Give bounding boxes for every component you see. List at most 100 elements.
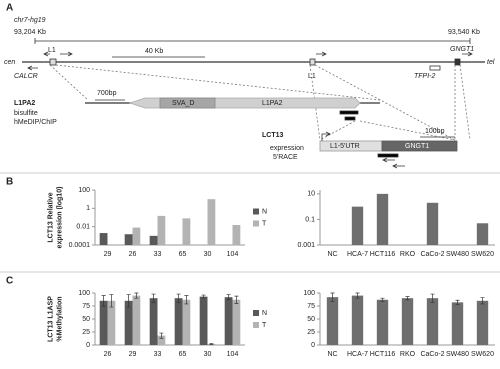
y-tick-label: 0 xyxy=(86,342,90,349)
error-bar xyxy=(201,294,206,299)
bar xyxy=(157,215,166,245)
legend-label: T xyxy=(262,220,267,227)
method: bisulfite xyxy=(14,110,38,117)
box-label: SVA_D xyxy=(172,100,194,107)
bar xyxy=(351,206,364,245)
l1-label: L1 xyxy=(308,73,316,80)
error-bar xyxy=(151,293,156,303)
x-tick-label: 65 xyxy=(179,351,187,358)
x-tick-label: 30 xyxy=(204,251,212,258)
method: expression xyxy=(270,145,304,152)
x-tick-label: HCA-7 xyxy=(347,351,368,358)
scale-label: 40 Kb xyxy=(145,48,163,55)
cen-label: cen xyxy=(4,59,15,66)
y-tick-label: 75 xyxy=(307,303,315,310)
panel-label: A xyxy=(6,3,13,14)
scale-label: 700bp xyxy=(97,90,117,97)
gene-label: TFPI-2 xyxy=(414,73,435,80)
bar xyxy=(99,300,108,345)
y-tick-label: 100 xyxy=(303,290,315,297)
y-axis-label: %Methylation xyxy=(56,296,63,341)
bar xyxy=(149,298,158,345)
bar xyxy=(326,297,339,345)
error-bar xyxy=(176,293,181,303)
scale-label: 100bp xyxy=(425,128,445,135)
x-tick-label: 26 xyxy=(129,251,137,258)
box-label: L1-5'UTR xyxy=(330,143,360,150)
method: 5'RACE xyxy=(273,154,298,161)
tel-label: tel xyxy=(487,59,495,66)
error-bar xyxy=(380,297,385,302)
x-tick-label: CaCo-2 xyxy=(420,251,444,258)
x-tick-label: 104 xyxy=(227,351,239,358)
panel-label: C xyxy=(6,276,13,287)
bar xyxy=(174,298,183,345)
y-tick-label: 50 xyxy=(307,316,315,323)
bar xyxy=(351,295,364,345)
legend-swatch xyxy=(253,208,259,215)
x-tick-label: HCT116 xyxy=(370,251,396,258)
x-tick-label: CaCo-2 xyxy=(420,351,444,358)
legend-label: T xyxy=(262,322,267,329)
error-bar xyxy=(126,294,131,308)
bar xyxy=(124,234,133,245)
bar xyxy=(157,335,166,345)
bar xyxy=(224,297,233,345)
y-tick-label: 0 xyxy=(311,342,315,349)
legend-swatch xyxy=(253,220,259,227)
bar xyxy=(376,193,389,245)
y-tick-label: 10 xyxy=(307,191,315,198)
y-tick-label: 50 xyxy=(82,316,90,323)
coord-start: 93,204 Kb xyxy=(14,29,46,36)
y-tick-label: 0.001 xyxy=(297,242,315,249)
assembly: chr7-hg19 xyxy=(14,17,46,24)
y-tick-label: 0.1 xyxy=(305,216,315,223)
bar xyxy=(426,298,439,345)
x-tick-label: 104 xyxy=(227,251,239,258)
l1-label: L1 xyxy=(48,47,56,54)
x-tick-label: RKO xyxy=(400,351,416,358)
error-bar xyxy=(109,294,114,308)
y-tick-label: 100 xyxy=(78,290,90,297)
error-bar xyxy=(455,299,460,305)
y-tick-label: 100 xyxy=(78,187,90,194)
y-tick-label: 75 xyxy=(82,303,90,310)
x-tick-label: SW620 xyxy=(471,251,494,258)
element-title: L1PA2 xyxy=(14,100,35,107)
error-bar xyxy=(330,292,335,302)
y-tick-label: 0.01 xyxy=(76,224,90,231)
error-bar xyxy=(159,332,164,339)
box-label: L1PA2 xyxy=(262,100,283,107)
x-tick-label: SW480 xyxy=(446,251,469,258)
x-tick-label: NC xyxy=(327,251,337,258)
error-bar xyxy=(101,295,106,307)
x-tick-label: HCT116 xyxy=(370,351,396,358)
y-axis-label: LCT13 L1ASP xyxy=(47,296,54,342)
bar xyxy=(99,233,108,245)
error-bar xyxy=(430,293,435,303)
diagram-lines xyxy=(22,38,485,169)
panel-label: B xyxy=(6,177,13,188)
bar xyxy=(207,199,216,245)
y-tick-label: 25 xyxy=(307,329,315,336)
bar xyxy=(107,300,116,345)
y-tick-label: 1 xyxy=(86,205,90,212)
bar xyxy=(451,302,464,345)
bar xyxy=(199,296,208,345)
bar xyxy=(376,299,389,345)
bar xyxy=(132,227,141,245)
bar xyxy=(476,223,489,245)
x-tick-label: HCA-7 xyxy=(347,251,368,258)
bar xyxy=(124,300,133,345)
error-bar xyxy=(134,292,139,299)
gene-label: GNGT1 xyxy=(450,46,474,53)
x-tick-label: 29 xyxy=(104,251,112,258)
x-tick-label: 65 xyxy=(179,251,187,258)
error-bar xyxy=(209,343,214,345)
bar xyxy=(149,235,158,245)
bar xyxy=(476,300,489,345)
box-label: GNGT1 xyxy=(405,143,429,150)
bar xyxy=(182,299,191,345)
error-bar xyxy=(405,296,410,301)
x-tick-label: 33 xyxy=(154,251,162,258)
